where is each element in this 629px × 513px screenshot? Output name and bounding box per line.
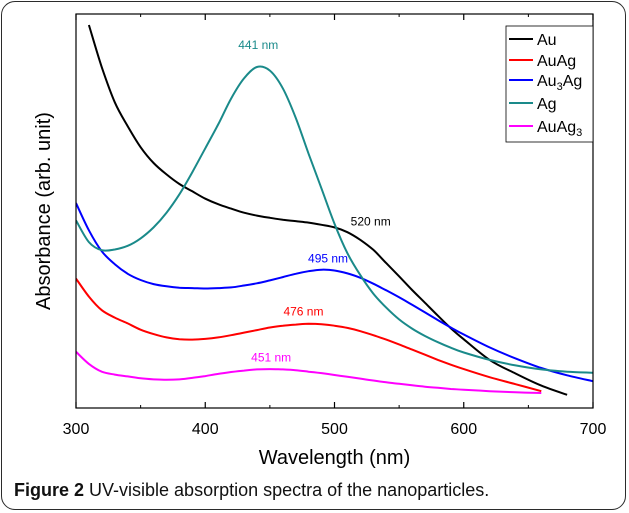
x-tick-label: 600: [450, 421, 477, 438]
peak-label: 451 nm: [251, 351, 291, 365]
legend-label: AuAg3: [537, 119, 582, 139]
x-axis-label: Wavelength (nm): [259, 447, 411, 469]
peak-label: 476 nm: [283, 305, 323, 319]
legend-box: [505, 25, 594, 143]
x-tick-label: 500: [321, 421, 348, 438]
legend-label: Au3Ag: [537, 73, 582, 93]
peak-label: 520 nm: [351, 215, 391, 229]
caption-label: Figure 2: [14, 480, 85, 500]
legend-label: AuAg: [537, 53, 576, 70]
series-line-au3ag: [76, 202, 593, 383]
peak-label: 495 nm: [308, 251, 348, 265]
x-tick-label: 400: [192, 421, 219, 438]
series-line-ag: [76, 65, 593, 374]
plot-area: 300 400 500 600 700 Wavelength (nm) Absorbance…: [33, 13, 607, 469]
series-lines: [76, 24, 593, 396]
legend: Au AuAg Au3Ag Ag AuAg3: [505, 25, 594, 143]
series-line-auag: [76, 278, 542, 393]
series-line-au: [87, 24, 568, 396]
caption-text: UV-visible absorption spectra of the nan…: [84, 480, 490, 500]
y-axis-label: Absorbance (arb. unit): [33, 112, 55, 310]
x-tick-label: 300: [63, 421, 90, 438]
figure-caption: Figure 2 UV-visible absorption spectra o…: [14, 480, 489, 501]
legend-label: Ag: [537, 96, 557, 113]
legend-label: Au: [537, 32, 557, 49]
peak-label: 441 nm: [238, 38, 278, 52]
series-line-auag3: [76, 351, 542, 394]
x-tick-label: 700: [580, 421, 607, 438]
